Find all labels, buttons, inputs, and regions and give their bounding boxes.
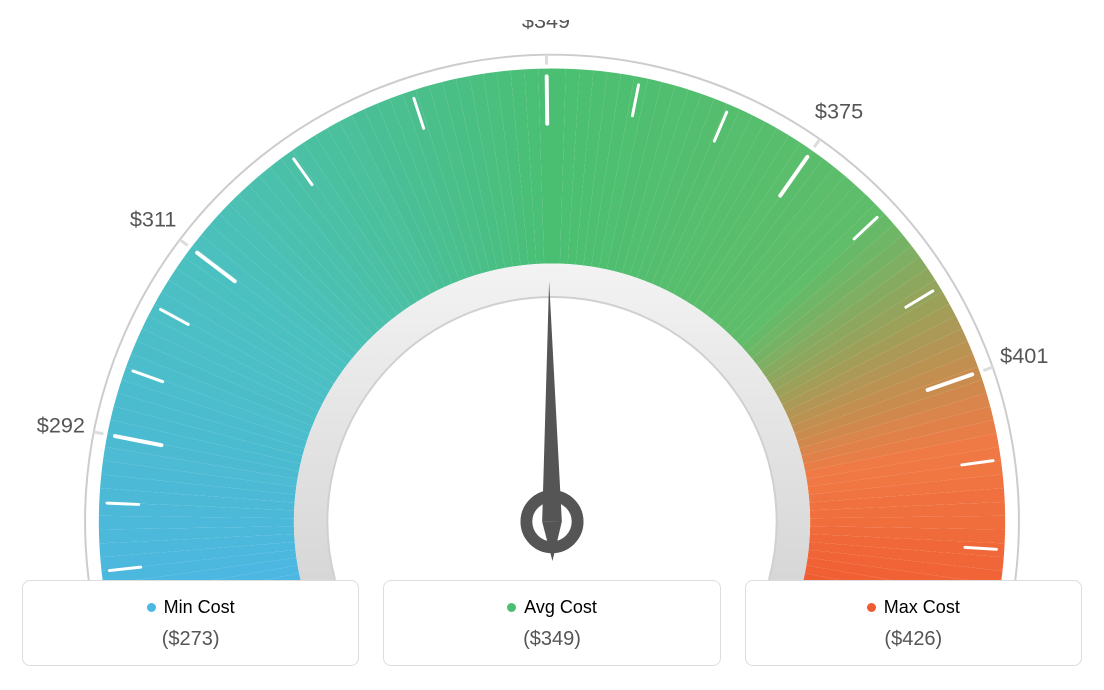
legend-dot-min [147, 603, 156, 612]
legend-title-max: Max Cost [867, 597, 960, 618]
legend-card-max: Max Cost ($426) [745, 580, 1082, 666]
cost-gauge-chart: $273$292$311$349$375$401$426 [22, 20, 1082, 580]
legend-label: Min Cost [164, 597, 235, 618]
svg-text:$349: $349 [522, 20, 570, 33]
svg-text:$311: $311 [130, 206, 177, 231]
svg-text:$401: $401 [1000, 343, 1048, 368]
legend-card-min: Min Cost ($273) [22, 580, 359, 666]
svg-text:$375: $375 [815, 99, 863, 124]
legend-value-min: ($273) [162, 628, 220, 651]
legend-row: Min Cost ($273) Avg Cost ($349) Max Cost… [22, 580, 1082, 666]
legend-value-max: ($426) [884, 628, 942, 651]
legend-title-avg: Avg Cost [507, 597, 597, 618]
legend-dot-avg [507, 603, 516, 612]
legend-card-avg: Avg Cost ($349) [383, 580, 720, 666]
legend-label: Max Cost [884, 597, 960, 618]
svg-text:$292: $292 [37, 412, 85, 437]
legend-dot-max [867, 603, 876, 612]
legend-value-avg: ($349) [523, 628, 581, 651]
legend-title-min: Min Cost [147, 597, 235, 618]
legend-label: Avg Cost [524, 597, 597, 618]
